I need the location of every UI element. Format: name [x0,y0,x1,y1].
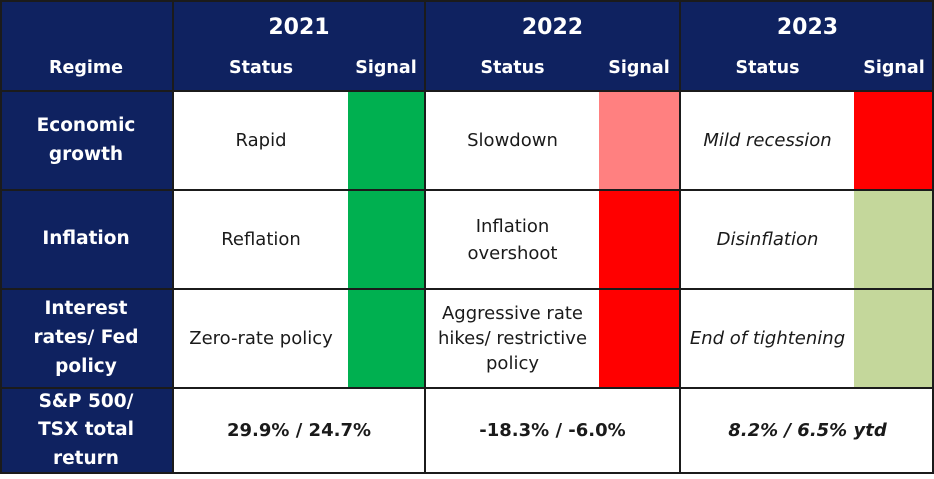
status-cell: Rapid [174,92,348,191]
header-blank-top [0,0,174,55]
status-cell: Disinflation [681,191,854,290]
status-header-2022: Status [426,55,599,92]
row-label-inflation: Inflation [0,191,174,290]
signal-cell [854,290,934,389]
row-label-total-return: S&P 500/ TSX total return [0,389,174,474]
row-label-economic-growth: Economic growth [0,92,174,191]
signal-header-2022: Signal [599,55,681,92]
return-value-2021: 29.9% / 24.7% [174,389,426,474]
signal-cell [348,290,426,389]
signal-cell [854,92,934,191]
return-value-2022: -18.3% / -6.0% [426,389,681,474]
regime-header: Regime [0,55,174,92]
status-cell: Zero-rate policy [174,290,348,389]
status-header-2023: Status [681,55,854,92]
status-cell: Aggressive rate hikes/ restrictive polic… [426,290,599,389]
status-cell: Slowdown [426,92,599,191]
status-header-2021: Status [174,55,348,92]
signal-header-2021: Signal [348,55,426,92]
status-cell: Mild recession [681,92,854,191]
signal-cell [599,191,681,290]
year-header-2022: 2022 [426,0,681,55]
signal-cell [348,92,426,191]
status-cell: Inflation overshoot [426,191,599,290]
signal-cell [599,92,681,191]
year-header-2021: 2021 [174,0,426,55]
signal-cell [854,191,934,290]
signal-cell [599,290,681,389]
status-cell: Reflation [174,191,348,290]
year-header-2023: 2023 [681,0,934,55]
signal-cell [348,191,426,290]
return-value-2023: 8.2% / 6.5% ytd [681,389,934,474]
signal-header-2023: Signal [854,55,934,92]
status-cell: End of tightening [681,290,854,389]
row-label-interest-rates: Interest rates/ Fed policy [0,290,174,389]
